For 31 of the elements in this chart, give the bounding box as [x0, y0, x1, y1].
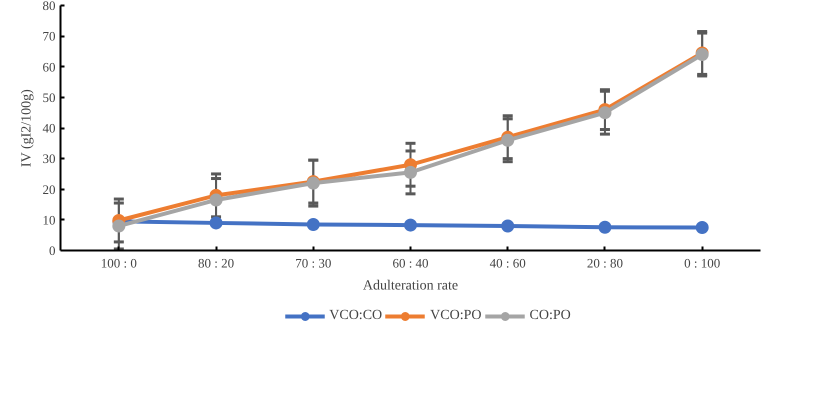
y-tick-label: 30: [42, 151, 56, 166]
x-tick-label: 40 : 60: [490, 256, 526, 270]
x-tick-label: 0 : 100: [684, 256, 720, 270]
point: [598, 106, 612, 120]
x-tick-label: 100 : 0: [100, 256, 137, 270]
x-axis-title: Adulteration rate: [362, 278, 458, 294]
point: [501, 220, 514, 232]
point: [404, 218, 417, 232]
x-tick-label: 80 : 20: [198, 256, 234, 270]
legend-label: CO:PO: [530, 308, 571, 324]
y-tick-label: 20: [42, 182, 56, 197]
y-tick-label: 50: [42, 90, 56, 105]
legend-label: VCO:CO: [329, 308, 382, 324]
x-tick-label: 70 : 30: [295, 256, 332, 270]
y-tick-label: 80: [42, 0, 56, 13]
point: [112, 220, 126, 232]
x-tick-label: 20 : 80: [586, 256, 624, 270]
x-tick-label: 60 : 40: [392, 256, 429, 270]
legend-label: VCO:PO: [430, 308, 482, 324]
point: [210, 193, 223, 206]
point: [404, 166, 417, 179]
y-tick-label: 60: [42, 59, 56, 74]
point: [696, 221, 709, 234]
point: [306, 218, 320, 231]
point: [501, 134, 514, 147]
y-tick-label: 0: [49, 243, 56, 258]
point: [598, 220, 612, 234]
y-tick-label: 70: [42, 28, 56, 44]
y-tick-label: 10: [42, 212, 56, 228]
y-axis-title: IV (gI2/100g): [20, 88, 34, 168]
y-tick-label: 40: [42, 120, 56, 136]
